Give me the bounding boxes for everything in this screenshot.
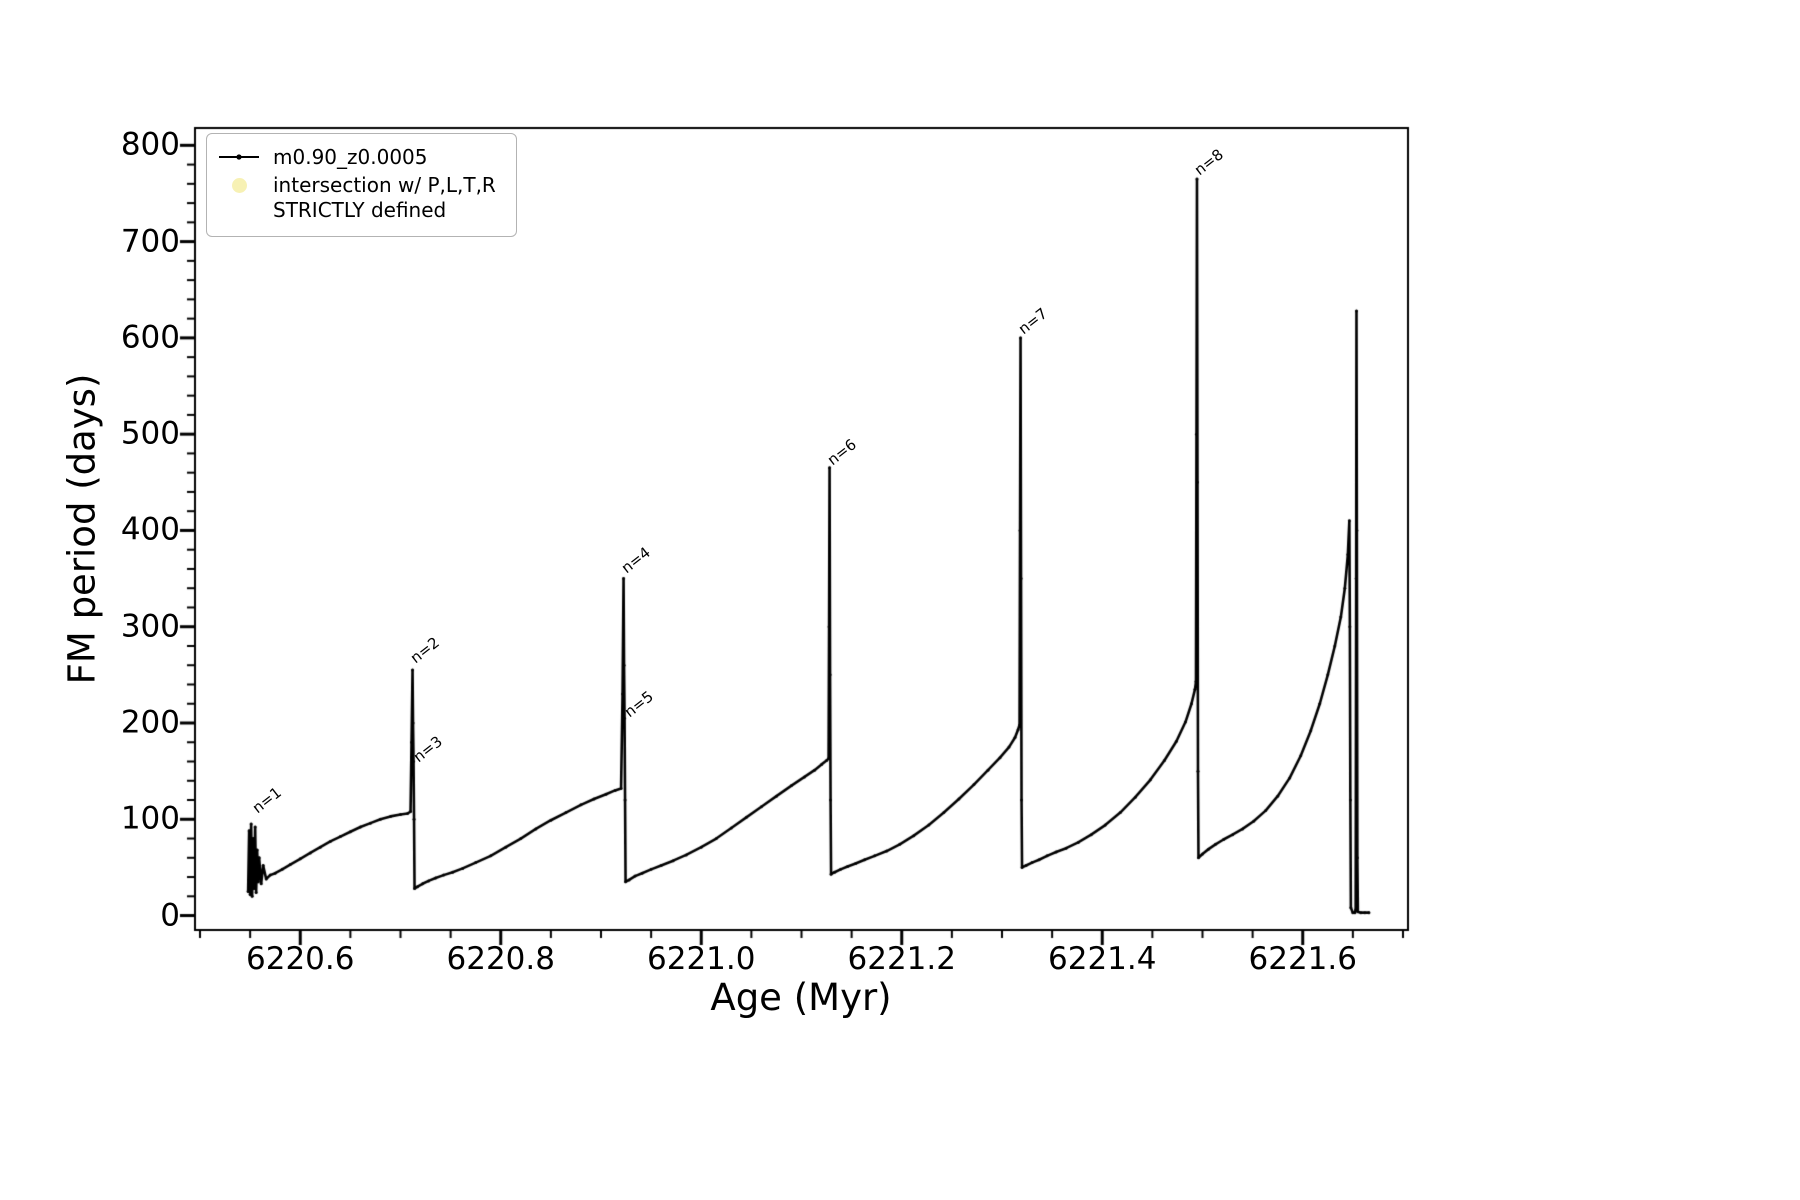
legend-intersection-label: intersection w/ P,L,T,R STRICTLY defined — [273, 173, 496, 223]
intersection-marker-icon — [231, 177, 247, 193]
intersection-marker-wrap — [217, 173, 261, 197]
legend-series-label: m0.90_z0.0005 — [273, 145, 428, 169]
x-axis-label: Age (Myr) — [710, 976, 892, 1019]
legend-intersection-line2: STRICTLY defined — [273, 198, 447, 222]
y-axis-label: FM period (days) — [60, 373, 104, 685]
legend: m0.90_z0.0005 intersection w/ P,L,T,R ST… — [206, 133, 517, 237]
line-dot-marker-icon — [217, 145, 261, 169]
legend-entry-series: m0.90_z0.0005 — [217, 145, 496, 170]
legend-entry-intersection: intersection w/ P,L,T,R STRICTLY defined — [217, 173, 496, 223]
legend-intersection-line1: intersection w/ P,L,T,R — [273, 173, 496, 197]
